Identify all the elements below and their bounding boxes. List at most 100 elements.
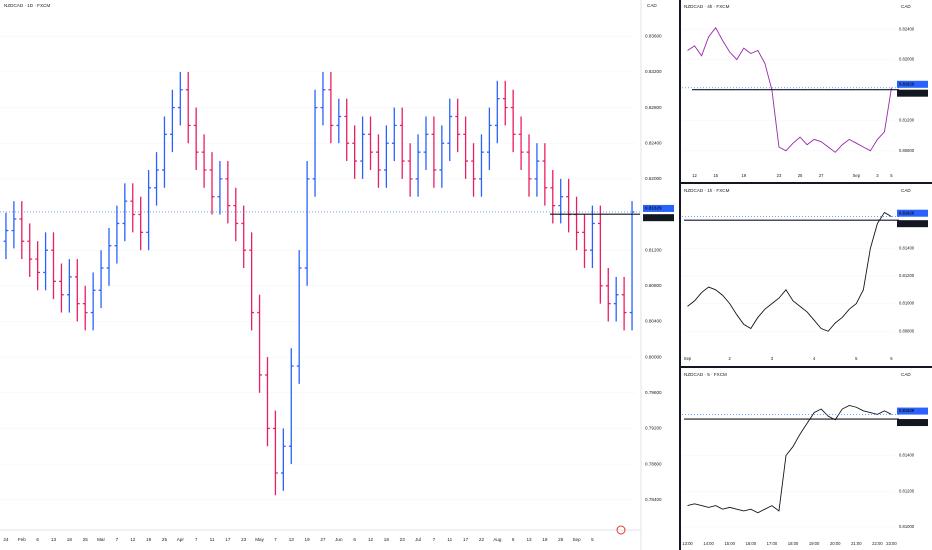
x-tick-label: 4 — [813, 356, 816, 361]
x-tick-label: 5 — [591, 537, 594, 542]
price-label-box — [643, 214, 674, 222]
y-tick-label: 0.81000 — [899, 524, 915, 529]
price-label-box — [643, 204, 674, 212]
event-icon[interactable] — [616, 525, 626, 535]
price-label-box — [897, 80, 928, 88]
price-label-box — [897, 89, 928, 97]
y-tick-label: 0.83200 — [645, 69, 662, 74]
price-label-box — [897, 407, 928, 415]
price-label-box — [897, 209, 928, 217]
price-line — [687, 211, 892, 332]
y-tick-label: 0.82400 — [899, 26, 915, 31]
y-tick-label: 0.81200 — [899, 273, 915, 278]
x-tick-label: Apr — [177, 537, 185, 542]
x-tick-label: 20:00 — [830, 541, 841, 546]
y-tick-label: 0.78400 — [645, 497, 662, 502]
x-tick-label: 27 — [320, 537, 326, 542]
x-tick-label: 22:00 — [872, 541, 883, 546]
x-tick-label: 19:00 — [809, 541, 820, 546]
y-tick-label: 0.79600 — [645, 390, 662, 395]
x-tick-label: 5 — [890, 173, 893, 178]
x-tick-label: 18 — [67, 537, 73, 542]
x-tick-label: 13 — [526, 537, 532, 542]
price-label-box — [897, 220, 928, 228]
x-tick-label: 17 — [463, 537, 469, 542]
x-tick-label: 19 — [542, 537, 548, 542]
price-line — [687, 26, 892, 153]
x-tick-label: 19 — [741, 173, 746, 178]
x-tick-label: 6 — [890, 356, 893, 361]
x-tick-label: 15:00 — [724, 541, 735, 546]
x-tick-label: 12 — [130, 537, 136, 542]
chart-title: NZDCAD · 1h · FXCM — [684, 188, 730, 193]
y-tick-label: 0.81200 — [899, 488, 915, 493]
x-tick-label: Aug — [493, 537, 502, 542]
x-tick-label: 3 — [771, 356, 774, 361]
x-tick-label: Jun — [335, 537, 343, 542]
x-tick-label: 23:00 — [886, 541, 897, 546]
x-tick-label: 25 — [798, 173, 803, 178]
x-tick-label: 23 — [400, 537, 406, 542]
x-tick-label: Jul — [415, 537, 421, 542]
price-line — [687, 404, 892, 514]
x-tick-label: May — [255, 537, 264, 542]
x-tick-label: 19 — [146, 537, 152, 542]
y-tick-label: 0.78800 — [645, 461, 662, 466]
x-tick-label: 12 — [368, 537, 374, 542]
x-tick-label: 25 — [83, 537, 89, 542]
x-tick-label: 7 — [433, 537, 436, 542]
x-tick-label: 22 — [479, 537, 485, 542]
price-label: 0.81604 — [899, 90, 915, 95]
x-tick-label: 5 — [855, 356, 858, 361]
x-tick-label: 13:00 — [682, 541, 693, 546]
x-tick-label: 7 — [116, 537, 119, 542]
x-tick-label: 7 — [195, 537, 198, 542]
currency-label: CAD — [647, 3, 657, 8]
x-tick-label: 18 — [384, 537, 390, 542]
y-tick-label: 0.80800 — [899, 328, 915, 333]
x-tick-label: 13 — [289, 537, 295, 542]
chart-title: NZDCAD · 5 · FXCM — [684, 372, 727, 377]
x-tick-label: 16:00 — [746, 541, 757, 546]
y-tick-label: 0.81400 — [899, 453, 915, 458]
x-tick-label: 25 — [162, 537, 168, 542]
y-tick-label: 0.81200 — [899, 118, 915, 123]
x-tick-label: Sep — [684, 356, 692, 361]
y-tick-label: 0.82000 — [645, 176, 662, 181]
y-tick-label: 0.81200 — [645, 247, 662, 252]
x-tick-label: 24 — [3, 537, 9, 542]
x-tick-label: 11 — [210, 537, 215, 542]
price-label: 0.81629 — [899, 210, 915, 215]
y-tick-label: 0.81400 — [899, 245, 915, 250]
x-tick-label: Feb — [18, 537, 26, 542]
y-tick-label: 0.81000 — [899, 301, 915, 306]
x-tick-label: Mar — [97, 537, 105, 542]
x-tick-label: 11 — [447, 537, 452, 542]
x-tick-label: 13 — [51, 537, 57, 542]
x-tick-label: 27 — [819, 173, 824, 178]
y-tick-label: 0.82000 — [899, 57, 915, 62]
price-label: 0.81604 — [899, 221, 915, 226]
x-tick-label: 25 — [558, 537, 564, 542]
x-tick-label: 7 — [274, 537, 277, 542]
x-tick-label: 19 — [305, 537, 311, 542]
x-tick-label: 14:00 — [703, 541, 714, 546]
x-tick-label: 21:00 — [851, 541, 862, 546]
x-tick-label: 12 — [692, 173, 697, 178]
x-tick-label: 3 — [876, 173, 879, 178]
y-tick-label: 0.82400 — [645, 140, 662, 145]
x-tick-label: 17 — [225, 537, 231, 542]
x-tick-label: 6 — [36, 537, 39, 542]
x-tick-label: 2 — [729, 356, 732, 361]
x-tick-label: Sep — [572, 537, 581, 542]
currency-label: CAD — [901, 4, 911, 9]
currency-label: CAD — [901, 372, 911, 377]
y-tick-label: 0.80400 — [645, 319, 662, 324]
price-label: 0.81604 — [899, 420, 915, 425]
price-label: 0.81629 — [899, 81, 915, 86]
x-tick-label: 15 — [713, 173, 718, 178]
y-tick-label: 0.82800 — [645, 105, 662, 110]
x-tick-label: Sep — [853, 173, 861, 178]
